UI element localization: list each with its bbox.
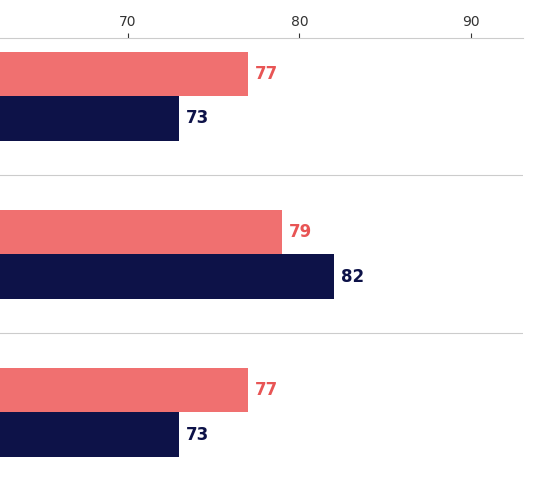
Bar xyxy=(0,412,179,456)
Text: 73: 73 xyxy=(186,426,210,444)
Text: 79: 79 xyxy=(289,223,312,241)
Bar xyxy=(0,52,248,96)
Text: 77: 77 xyxy=(255,65,278,83)
Bar xyxy=(0,210,282,254)
Bar xyxy=(0,368,248,412)
Text: 73: 73 xyxy=(186,109,210,128)
Bar xyxy=(0,96,179,141)
Text: 82: 82 xyxy=(340,267,364,286)
Bar xyxy=(0,254,334,299)
Text: 77: 77 xyxy=(255,381,278,399)
